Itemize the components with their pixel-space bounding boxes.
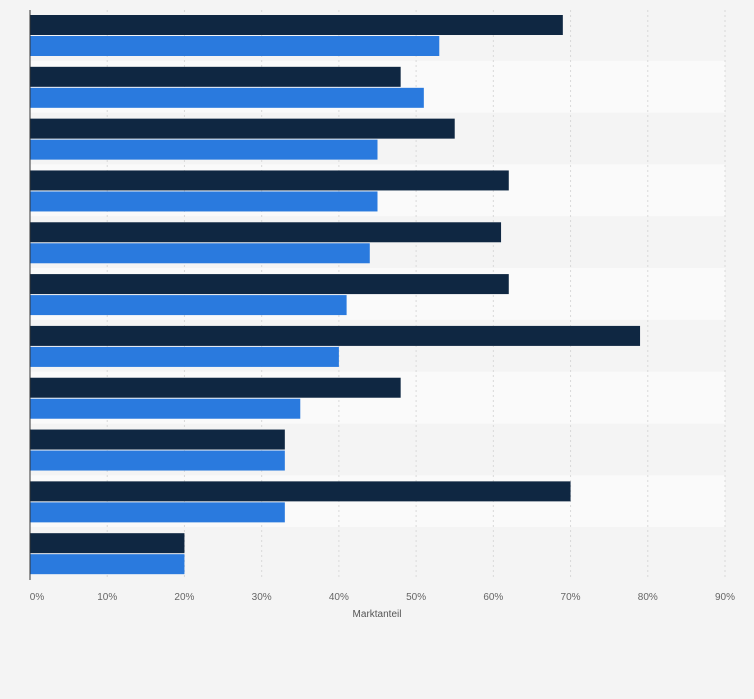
bar-series-2[interactable] (30, 243, 370, 264)
x-tick-label: 80% (638, 592, 658, 603)
bar-series-1[interactable] (30, 170, 509, 191)
bar-series-1[interactable] (30, 118, 455, 139)
bar-series-2[interactable] (30, 502, 285, 523)
x-tick-label: 50% (406, 592, 426, 603)
bar-series-2[interactable] (30, 139, 378, 160)
bar-series-1[interactable] (30, 66, 401, 87)
x-tick-label: 90% (715, 592, 735, 603)
x-tick-label: 40% (329, 592, 349, 603)
bar-series-1[interactable] (30, 325, 641, 346)
bar-series-1[interactable] (30, 481, 571, 502)
x-tick-label: 20% (174, 592, 194, 603)
x-tick-label: 60% (483, 592, 503, 603)
bar-series-1[interactable] (30, 377, 401, 398)
x-tick-label: 70% (561, 592, 581, 603)
bar-series-2[interactable] (30, 87, 424, 108)
bar-series-2[interactable] (30, 398, 301, 419)
bar-series-2[interactable] (30, 346, 339, 367)
bar-series-2[interactable] (30, 191, 378, 212)
x-tick-label: 30% (252, 592, 272, 603)
bar-series-1[interactable] (30, 15, 563, 35)
x-axis-title: Marktanteil (353, 609, 402, 620)
bar-series-1[interactable] (30, 429, 285, 450)
bar-series-1[interactable] (30, 222, 502, 243)
bar-series-2[interactable] (30, 450, 285, 471)
x-tick-label: 10% (97, 592, 117, 603)
bar-series-2[interactable] (30, 36, 440, 56)
bar-series-2[interactable] (30, 554, 185, 575)
bar-series-1[interactable] (30, 533, 185, 554)
x-tick-label: 0% (30, 592, 45, 603)
bar-series-2[interactable] (30, 295, 347, 316)
bar-series-1[interactable] (30, 274, 509, 295)
